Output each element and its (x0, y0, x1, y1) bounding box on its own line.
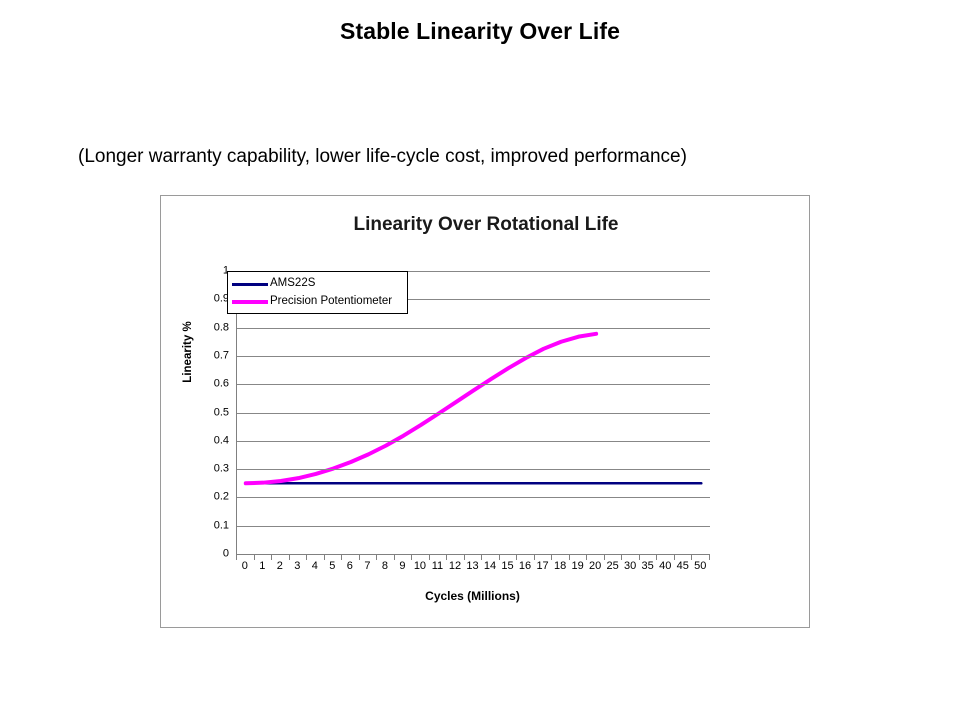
x-axis-tick (288, 554, 290, 560)
y-axis-tick-label: 0.8 (213, 321, 229, 334)
x-axis-tick-label: 11 (431, 560, 444, 572)
x-axis-tick (621, 554, 623, 560)
x-axis-tick (358, 554, 360, 560)
gridline (237, 355, 710, 357)
x-axis-tick-labels: 0 1 2 3 4 5 6 7 8 9 10 11 12 13 14 15 16 17 18 19 20 25 30 35 40… (236, 560, 709, 576)
x-axis-tick (568, 554, 570, 560)
x-axis-tick (253, 554, 255, 560)
gridline (237, 299, 710, 301)
gridline (237, 525, 710, 527)
x-axis-tick (428, 554, 430, 560)
chart-plot-wrapper: Linearity % 1 0.9 0.8 0.7 0.6 0.5 0.4 0.3 0.2 0.1… (161, 196, 811, 629)
x-axis-tick (393, 554, 395, 560)
legend-label: AMS22S (270, 277, 316, 290)
chart-container: Linearity Over Rotational Life Linearity… (160, 195, 810, 628)
x-axis-tick (533, 554, 535, 560)
x-axis-tick (463, 554, 465, 560)
x-axis-tick-label: 6 (346, 560, 353, 572)
x-axis-tick (603, 554, 605, 560)
x-axis-tick-label: 13 (466, 560, 479, 572)
series-lines (243, 331, 703, 486)
x-axis-tick-label: 18 (553, 560, 567, 572)
x-axis-tick-label: 40 (659, 560, 672, 572)
legend-color-swatch (232, 282, 268, 286)
y-axis-tick-label: 0.2 (213, 490, 229, 503)
x-axis-tick-label: 45 (676, 560, 689, 572)
x-axis-tick-label: 17 (536, 560, 549, 572)
x-axis-tick-label: 10 (413, 560, 427, 572)
x-axis-tick-label: 14 (483, 560, 497, 572)
x-axis-tick-label: 7 (364, 560, 371, 572)
x-axis-tick-label: 12 (448, 560, 462, 572)
gridline (237, 440, 710, 442)
x-axis-title: Cycles (Millions) (425, 589, 520, 603)
plot-area (236, 271, 710, 555)
legend-item[interactable]: Precision Potentiometer (228, 293, 407, 311)
x-axis-tick (411, 554, 413, 560)
x-axis-tick (673, 554, 675, 560)
chart-legend: AMS22S Precision Potentiometer (227, 271, 408, 314)
legend-label: Precision Potentiometer (270, 295, 393, 308)
x-axis-tick (586, 554, 588, 560)
x-axis-tick-label: 4 (311, 560, 318, 572)
x-axis-tick (271, 554, 273, 560)
y-axis-tick-label: 0.3 (213, 462, 229, 475)
page-title: Stable Linearity Over Life (340, 18, 620, 44)
x-axis-tick-label: 50 (694, 560, 707, 572)
x-axis-tick (446, 554, 448, 560)
gridline (237, 327, 710, 329)
slide-subtitle: (Longer warranty capability, lower life-… (78, 146, 687, 167)
x-axis-tick (306, 554, 308, 560)
x-axis-tick (376, 554, 378, 560)
y-axis-tick-label: 0.5 (213, 406, 229, 418)
legend-color-swatch (232, 300, 268, 304)
x-axis-tick (516, 554, 518, 560)
x-axis-tick (638, 554, 640, 560)
x-axis-tick (481, 554, 483, 560)
y-axis-tick-label: 0.6 (213, 377, 229, 390)
chart-title: Linearity Over Rotational Life (353, 214, 619, 235)
y-axis-tick-labels: 1 0.9 0.8 0.7 0.6 0.5 0.4 0.3 0.2 0.1 0 (191, 265, 229, 559)
x-axis-tick-label: 0 (241, 560, 248, 572)
gridline (237, 412, 710, 414)
x-axis-tick-label: 1 (259, 560, 266, 572)
x-axis-tick-label: 20 (589, 560, 602, 572)
x-axis-tick-label: 9 (399, 560, 406, 572)
y-axis-tick-label: 0 (222, 547, 229, 560)
x-axis-tick-label: 3 (294, 560, 301, 572)
x-axis-tick-label: 16 (518, 560, 532, 572)
x-axis-tick (656, 554, 658, 560)
gridline (237, 271, 710, 272)
x-axis-tick (498, 554, 500, 560)
gridline (237, 384, 710, 386)
y-axis-tick-label: 0.9 (213, 292, 229, 305)
x-axis-ticks (236, 554, 710, 560)
x-axis-tick-label: 30 (624, 560, 637, 572)
x-axis-tick (341, 554, 343, 560)
legend-item[interactable]: AMS22S (228, 275, 407, 293)
x-axis-tick (709, 554, 710, 560)
gridline (237, 469, 710, 471)
x-axis-tick-label: 35 (641, 560, 654, 572)
y-axis-tick-label: 0.1 (213, 519, 229, 532)
x-axis-tick-label: 5 (329, 560, 336, 572)
y-axis-tick-label: 1 (222, 264, 229, 277)
y-axis-tick-label: 0.7 (213, 349, 229, 362)
x-axis-tick-label: 25 (606, 560, 619, 572)
x-axis-tick (551, 554, 553, 560)
x-axis-tick (691, 554, 693, 560)
x-axis-tick-label: 2 (276, 560, 283, 572)
y-axis-tick-label: 0.4 (213, 434, 229, 447)
gridline (237, 497, 710, 499)
x-axis-tick-label: 19 (571, 560, 584, 572)
x-axis-tick-label: 8 (381, 560, 388, 572)
x-axis-tick (236, 554, 237, 560)
series-line (243, 331, 599, 486)
x-axis-tick (323, 554, 325, 560)
x-axis-tick-label: 15 (501, 560, 514, 572)
